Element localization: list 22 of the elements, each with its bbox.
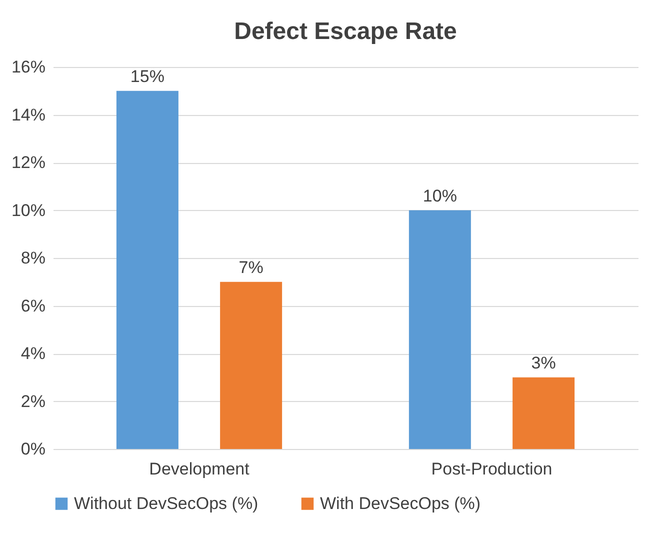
bar [220,282,282,449]
bar [512,377,575,449]
y-tick-label: 6% [20,296,46,316]
data-label: 7% [238,258,264,277]
x-tick-label: Development [149,460,250,478]
bar [408,210,471,449]
x-tick-label: Post-Production [431,460,552,478]
y-tick-label: 4% [20,344,46,363]
legend-label: With DevSecOps (%) [320,494,481,513]
legend-label: Without DevSecOps (%) [74,494,258,513]
y-tick-label: 10% [11,200,46,220]
data-label: 10% [422,186,457,206]
chart-title: Defect Escape Rate [234,18,457,45]
bar [116,90,178,449]
data-label: 15% [130,66,164,86]
y-tick-label: 14% [11,105,46,124]
y-tick-label: 16% [11,58,46,76]
y-tick-label: 12% [11,153,46,172]
y-tick-label: 0% [20,440,46,458]
y-tick-label: 8% [20,248,46,268]
data-label: 3% [531,353,556,372]
y-tick-label: 2% [20,392,46,411]
